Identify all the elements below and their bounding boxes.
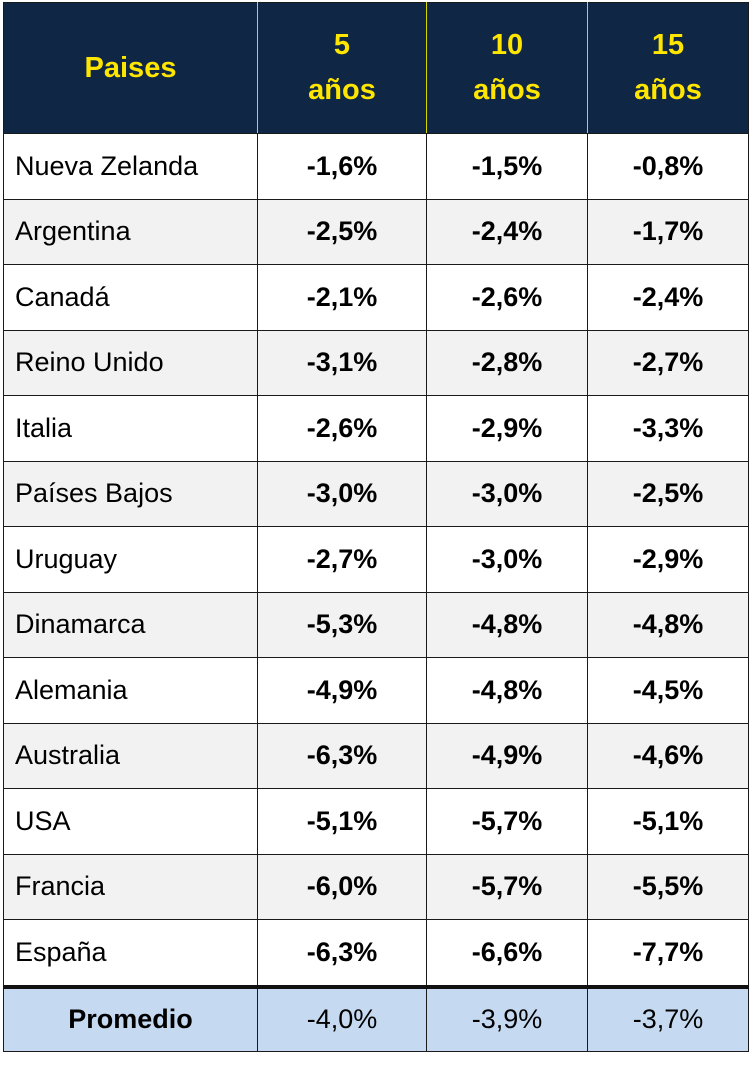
table-row: Uruguay -2,7% -3,0% -2,9% <box>3 526 749 593</box>
table-row: Dinamarca -5,3% -4,8% -4,8% <box>3 591 749 658</box>
value-cell-15-anos: -2,4% <box>587 264 749 331</box>
footer-cell-5-anos: -4,0% <box>257 984 427 1052</box>
table-row: Argentina -2,5% -2,4% -1,7% <box>3 198 749 265</box>
table-row: Francia -6,0% -5,7% -5,5% <box>3 853 749 920</box>
header-5-anos: 5 años <box>257 2 427 134</box>
value-cell-10-anos: -3,0% <box>426 460 588 527</box>
table-body: Nueva Zelanda -1,6% -1,5% -0,8% Argentina -2,… <box>3 133 749 987</box>
table-row: Australia -6,3% -4,9% -4,6% <box>3 722 749 789</box>
country-cell: Alemania <box>3 657 258 724</box>
value-cell-10-anos: -5,7% <box>426 788 588 855</box>
value-cell-10-anos: -3,0% <box>426 526 588 593</box>
country-cell: Australia <box>3 722 258 789</box>
country-cell: Dinamarca <box>3 591 258 658</box>
value-cell-5-anos: -4,9% <box>257 657 427 724</box>
value-cell-5-anos: -2,6% <box>257 395 427 462</box>
value-cell-5-anos: -5,3% <box>257 591 427 658</box>
table-row: Reino Unido -3,1% -2,8% -2,7% <box>3 329 749 396</box>
country-cell: Argentina <box>3 198 258 265</box>
footer-cell-15-anos: -3,7% <box>587 984 749 1052</box>
value-cell-10-anos: -4,8% <box>426 657 588 724</box>
country-cell: Francia <box>3 853 258 920</box>
returns-table: Paises 5 años 10 años 15 años Nueva Zela… <box>3 2 749 1052</box>
table-row: Países Bajos -3,0% -3,0% -2,5% <box>3 460 749 527</box>
table-row: USA -5,1% -5,7% -5,1% <box>3 788 749 855</box>
value-cell-15-anos: -3,3% <box>587 395 749 462</box>
value-cell-15-anos: -2,5% <box>587 460 749 527</box>
header-15-anos: 15 años <box>587 2 749 134</box>
value-cell-15-anos: -5,1% <box>587 788 749 855</box>
value-cell-5-anos: -3,0% <box>257 460 427 527</box>
value-cell-10-anos: -5,7% <box>426 853 588 920</box>
footer-row-promedio: Promedio -4,0% -3,9% -3,7% <box>3 984 749 1052</box>
value-cell-5-anos: -5,1% <box>257 788 427 855</box>
value-cell-15-anos: -4,8% <box>587 591 749 658</box>
value-cell-5-anos: -2,7% <box>257 526 427 593</box>
value-cell-5-anos: -6,0% <box>257 853 427 920</box>
country-cell: Países Bajos <box>3 460 258 527</box>
value-cell-5-anos: -2,5% <box>257 198 427 265</box>
value-cell-5-anos: -3,1% <box>257 329 427 396</box>
value-cell-15-anos: -1,7% <box>587 198 749 265</box>
table-row: Alemania -4,9% -4,8% -4,5% <box>3 657 749 724</box>
country-cell: Italia <box>3 395 258 462</box>
table-row: Nueva Zelanda -1,6% -1,5% -0,8% <box>3 133 749 200</box>
country-cell: Uruguay <box>3 526 258 593</box>
value-cell-15-anos: -5,5% <box>587 853 749 920</box>
header-row: Paises 5 años 10 años 15 años <box>3 2 749 134</box>
value-cell-10-anos: -6,6% <box>426 919 588 987</box>
table-row: Italia -2,6% -2,9% -3,3% <box>3 395 749 462</box>
footer-label: Promedio <box>3 984 258 1052</box>
value-cell-10-anos: -2,8% <box>426 329 588 396</box>
header-paises: Paises <box>3 2 258 134</box>
country-cell: España <box>3 919 258 987</box>
country-cell: Nueva Zelanda <box>3 133 258 200</box>
value-cell-15-anos: -4,6% <box>587 722 749 789</box>
value-cell-15-anos: -2,7% <box>587 329 749 396</box>
value-cell-5-anos: -6,3% <box>257 919 427 987</box>
header-10-anos: 10 años <box>426 2 588 134</box>
value-cell-10-anos: -2,6% <box>426 264 588 331</box>
value-cell-15-anos: -7,7% <box>587 919 749 987</box>
table-row: España -6,3% -6,6% -7,7% <box>3 919 749 987</box>
value-cell-15-anos: -0,8% <box>587 133 749 200</box>
country-cell: Reino Unido <box>3 329 258 396</box>
footer-cell-10-anos: -3,9% <box>426 984 588 1052</box>
value-cell-10-anos: -2,9% <box>426 395 588 462</box>
country-cell: Canadá <box>3 264 258 331</box>
table-row: Canadá -2,1% -2,6% -2,4% <box>3 264 749 331</box>
value-cell-15-anos: -2,9% <box>587 526 749 593</box>
value-cell-10-anos: -2,4% <box>426 198 588 265</box>
value-cell-5-anos: -6,3% <box>257 722 427 789</box>
value-cell-10-anos: -1,5% <box>426 133 588 200</box>
value-cell-15-anos: -4,5% <box>587 657 749 724</box>
value-cell-5-anos: -2,1% <box>257 264 427 331</box>
value-cell-5-anos: -1,6% <box>257 133 427 200</box>
value-cell-10-anos: -4,9% <box>426 722 588 789</box>
value-cell-10-anos: -4,8% <box>426 591 588 658</box>
country-cell: USA <box>3 788 258 855</box>
